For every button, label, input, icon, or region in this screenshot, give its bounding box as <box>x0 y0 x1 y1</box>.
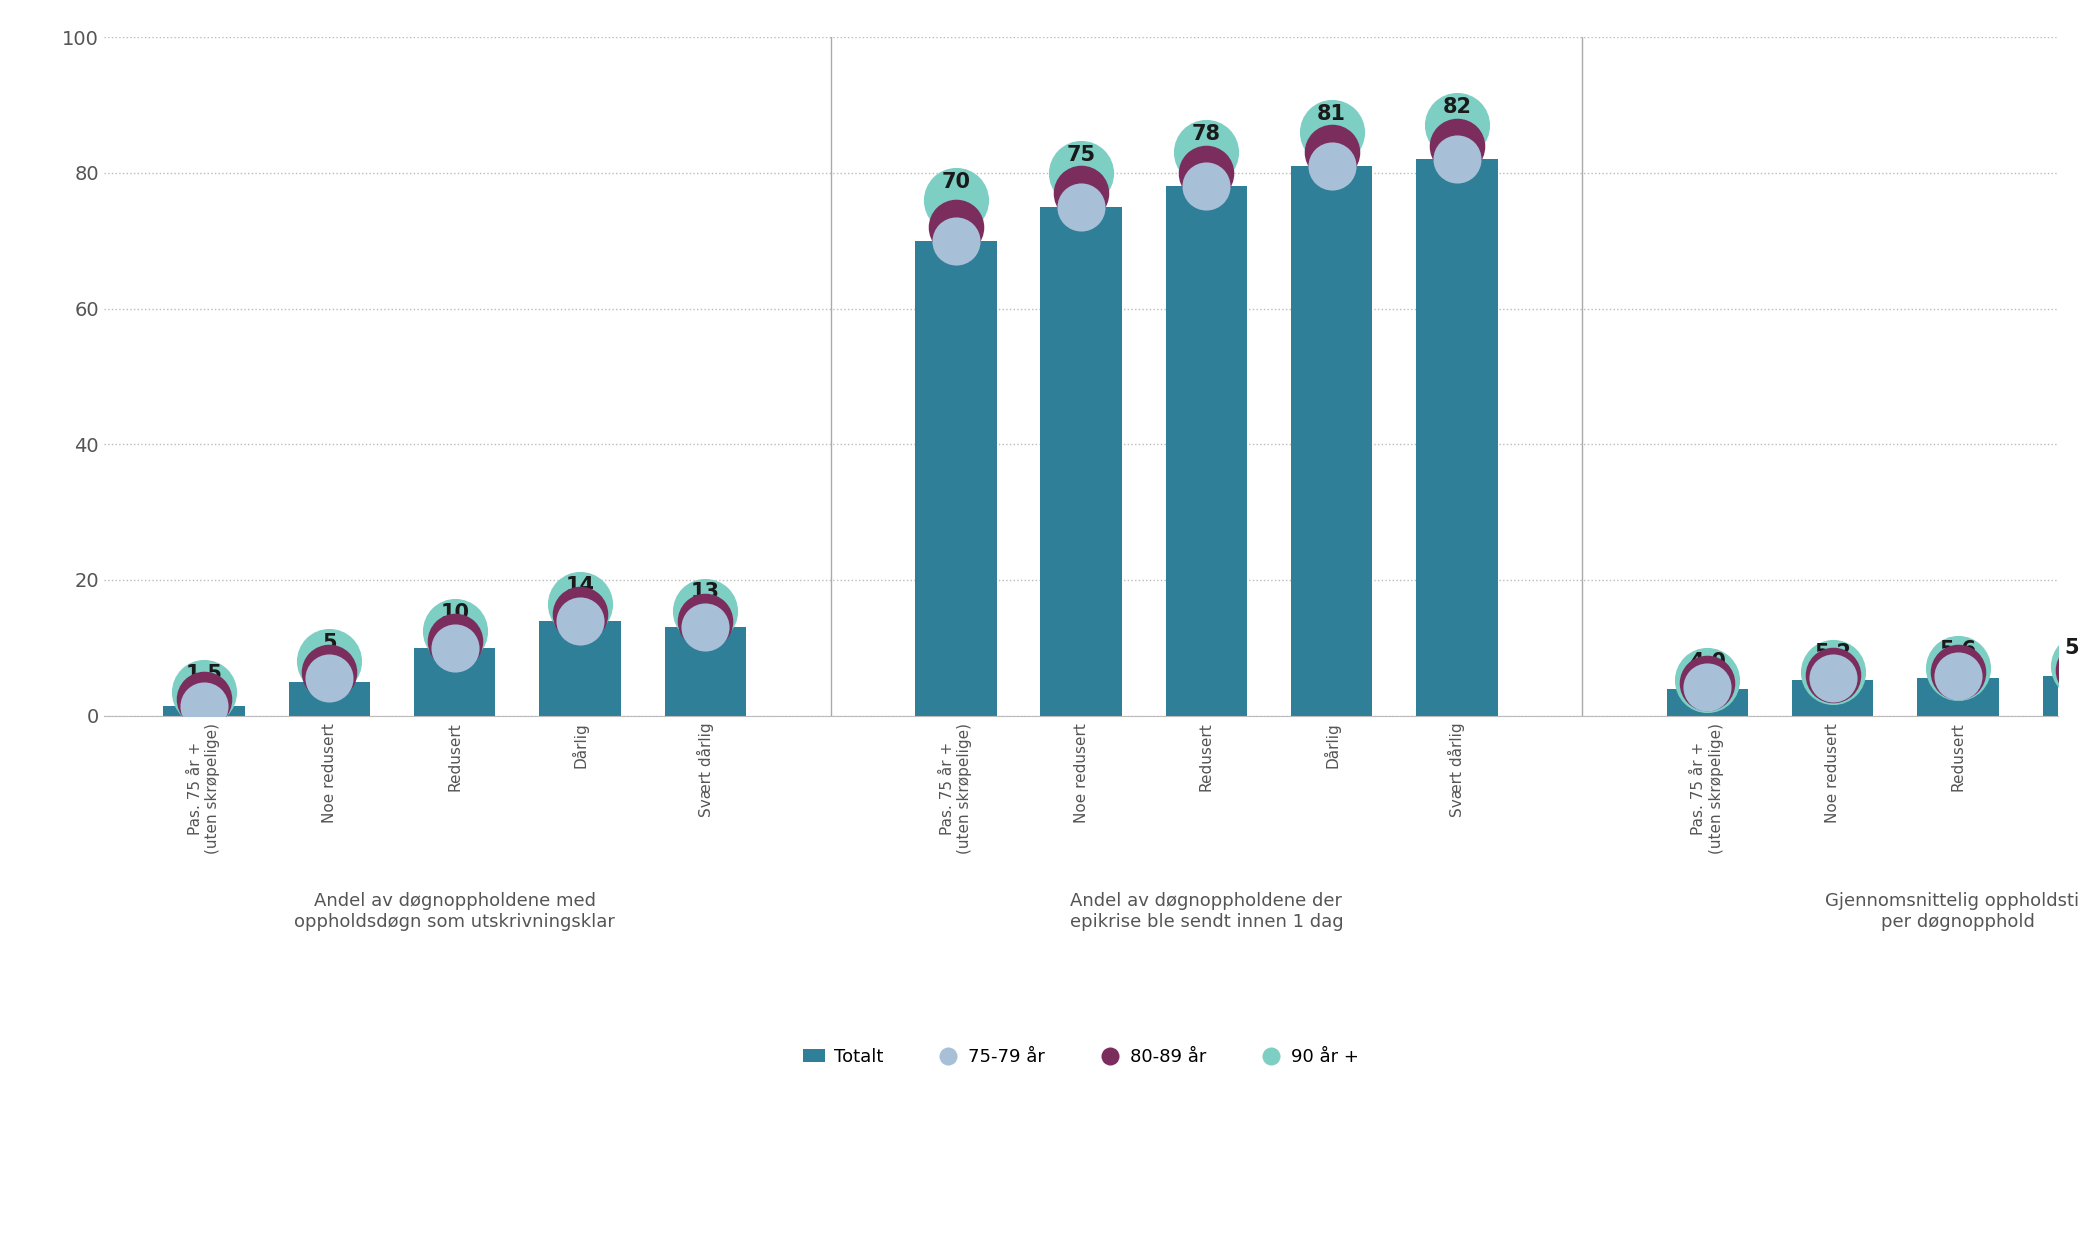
Text: 4,0: 4,0 <box>1688 653 1726 673</box>
Point <box>688 601 721 621</box>
Bar <box>164 706 245 716</box>
Text: Andel av døgnoppholdene der
epikrise ble sendt innen 1 dag: Andel av døgnoppholdene der epikrise ble… <box>1069 892 1343 930</box>
Point <box>1064 184 1098 204</box>
Point <box>1690 670 1723 690</box>
Point <box>1942 666 1975 686</box>
Bar <box>915 241 996 716</box>
Text: 75: 75 <box>1067 144 1096 164</box>
Bar <box>1291 165 1372 716</box>
Point <box>688 618 721 638</box>
Point <box>2067 656 2079 676</box>
Point <box>1064 163 1098 183</box>
Point <box>1942 661 1975 681</box>
Point <box>1189 176 1222 196</box>
Bar <box>1917 677 1998 716</box>
Point <box>1189 163 1222 183</box>
Point <box>1441 149 1474 169</box>
Text: 81: 81 <box>1318 104 1345 123</box>
Point <box>439 638 472 658</box>
Point <box>1817 665 1850 685</box>
Text: 70: 70 <box>942 172 971 191</box>
Text: 14: 14 <box>565 575 595 596</box>
Bar <box>414 648 495 716</box>
Point <box>1441 136 1474 155</box>
Bar <box>1792 680 1873 716</box>
Point <box>563 594 597 613</box>
Point <box>563 605 597 624</box>
Point <box>2067 660 2079 680</box>
Bar <box>2042 676 2079 716</box>
Point <box>1817 661 1850 681</box>
Point <box>940 217 973 237</box>
Point <box>1690 676 1723 696</box>
Point <box>187 696 220 716</box>
Point <box>187 689 220 708</box>
Text: 10: 10 <box>441 602 470 623</box>
Point <box>312 652 345 671</box>
Text: 5,2: 5,2 <box>1815 643 1850 664</box>
Bar <box>538 621 622 716</box>
Point <box>1942 659 1975 679</box>
Point <box>1316 142 1349 162</box>
Point <box>940 231 973 251</box>
Point <box>688 611 721 631</box>
Text: Gjennomsnittelig oppholdstid
per døgnopphold: Gjennomsnittelig oppholdstid per døgnopp… <box>1825 892 2079 930</box>
Point <box>2067 664 2079 684</box>
Text: 5: 5 <box>322 633 337 653</box>
Point <box>439 632 472 652</box>
Text: 78: 78 <box>1191 125 1220 144</box>
Text: 5,9: 5,9 <box>2064 638 2079 658</box>
Bar <box>1416 159 1497 716</box>
Point <box>1189 142 1222 162</box>
Point <box>940 190 973 210</box>
Bar <box>1166 186 1247 716</box>
Bar <box>1040 206 1123 716</box>
Point <box>1316 155 1349 175</box>
Legend: Totalt, 75-79 år, 80-89 år, 90 år +: Totalt, 75-79 år, 80-89 år, 90 år + <box>796 1040 1366 1074</box>
Point <box>312 661 345 681</box>
Text: 13: 13 <box>690 582 719 602</box>
Point <box>187 682 220 702</box>
Point <box>1817 669 1850 689</box>
Point <box>1316 122 1349 142</box>
Text: 5,6: 5,6 <box>1940 640 1977 660</box>
Point <box>1064 196 1098 217</box>
Text: 82: 82 <box>1443 97 1472 117</box>
Point <box>1441 116 1474 136</box>
Text: Andel av døgnoppholdene med
oppholdsdøgn som utskrivningsklar: Andel av døgnoppholdene med oppholdsdøgn… <box>295 892 615 930</box>
Bar <box>289 682 370 716</box>
Point <box>439 621 472 640</box>
Point <box>1690 674 1723 694</box>
Bar <box>1667 689 1748 716</box>
Bar <box>665 628 746 716</box>
Point <box>312 669 345 689</box>
Point <box>563 611 597 631</box>
Text: 1,5: 1,5 <box>185 664 222 684</box>
